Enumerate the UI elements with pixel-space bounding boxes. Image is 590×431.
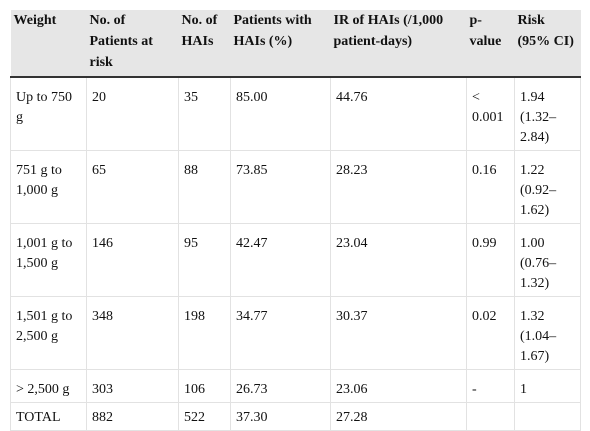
table-cell [514, 402, 581, 431]
table-cell: TOTAL [10, 402, 87, 431]
table-cell: 1.94 (1.32–2.84) [514, 76, 581, 151]
header-cell: No. of HAIs [178, 10, 231, 78]
table-cell: 88 [178, 150, 231, 224]
table-cell: Up to 750 g [10, 76, 87, 151]
table-row: > 2,500 g 303 106 26.73 23.06-1 [10, 369, 581, 403]
header-cell: p-value [466, 10, 515, 78]
table-cell: 73.85 [230, 150, 331, 224]
table-cell: 23.06 [330, 369, 467, 403]
table-cell: 106 [178, 369, 231, 403]
table-cell: 751 g to 1,000 g [10, 150, 87, 224]
table-cell: 85.00 [230, 76, 331, 151]
table-cell: > 2,500 g [10, 369, 87, 403]
table-cell: 1.32 (1.04–1.67) [514, 296, 581, 370]
header-cell: Patients with HAIs (%) [230, 10, 331, 78]
table-cell: 1.22 (0.92–1.62) [514, 150, 581, 224]
header-cell: No. of Patients at risk [86, 10, 179, 78]
table-cell: 882 [86, 402, 179, 431]
table-row: 1,501 g to 2,500 g 348 198 34.77 30.37 0.02 1.… [10, 296, 581, 370]
table-cell: < 0.001 [466, 76, 515, 151]
table-cell: 0.99 [466, 223, 515, 297]
table-cell: 1.00 (0.76–1.32) [514, 223, 581, 297]
table-cell: 34.77 [230, 296, 331, 370]
table-cell: 65 [86, 150, 179, 224]
table-cell: 348 [86, 296, 179, 370]
table-cell: 30.37 [330, 296, 467, 370]
table-cell: 0.02 [466, 296, 515, 370]
table-cell: 20 [86, 76, 179, 151]
table-cell: 1 [514, 369, 581, 403]
table-cell: 522 [178, 402, 231, 431]
header-cell: Weight [10, 10, 87, 78]
header-cell: Risk (95% CI) [514, 10, 581, 78]
table-cell: 27.28 [330, 402, 467, 431]
table-cell: 37.30 [230, 402, 331, 431]
table-cell: 95 [178, 223, 231, 297]
data-table: Weight No. of Patients at risk No. of HAIs… [10, 10, 581, 431]
table-cell: 198 [178, 296, 231, 370]
table-cell: 44.76 [330, 76, 467, 151]
table-cell: 28.23 [330, 150, 467, 224]
table-cell: 303 [86, 369, 179, 403]
table-cell: 42.47 [230, 223, 331, 297]
table-cell: 1,001 g to 1,500 g [10, 223, 87, 297]
table-cell: 146 [86, 223, 179, 297]
table-cell: 1,501 g to 2,500 g [10, 296, 87, 370]
table-row: 1,001 g to 1,500 g 146 95 42.47 23.04 0.99 1.0… [10, 223, 581, 297]
table-cell: 0.16 [466, 150, 515, 224]
table-row: TOTAL 882 522 37.30 27.28 [10, 402, 581, 431]
table-cell [466, 402, 515, 431]
table-container: Weight No. of Patients at risk No. of HAIs… [10, 10, 581, 431]
table-row: Up to 750 g 20 35 85.00 44.76 < 0.001 1.94 (1.… [10, 76, 581, 151]
table-cell: 26.73 [230, 369, 331, 403]
table-cell: 23.04 [330, 223, 467, 297]
table-cell: 35 [178, 76, 231, 151]
table-cell: - [466, 369, 515, 403]
header-row: Weight No. of Patients at risk No. of HAIs… [10, 10, 581, 78]
table-body: Up to 750 g 20 35 85.00 44.76 < 0.001 1.94 (1.… [10, 76, 581, 431]
header-cell: IR of HAIs (/1,000 patient-days) [330, 10, 467, 78]
table-row: 751 g to 1,000 g 65 88 73.85 28.23 0.16 1.22 (… [10, 150, 581, 224]
